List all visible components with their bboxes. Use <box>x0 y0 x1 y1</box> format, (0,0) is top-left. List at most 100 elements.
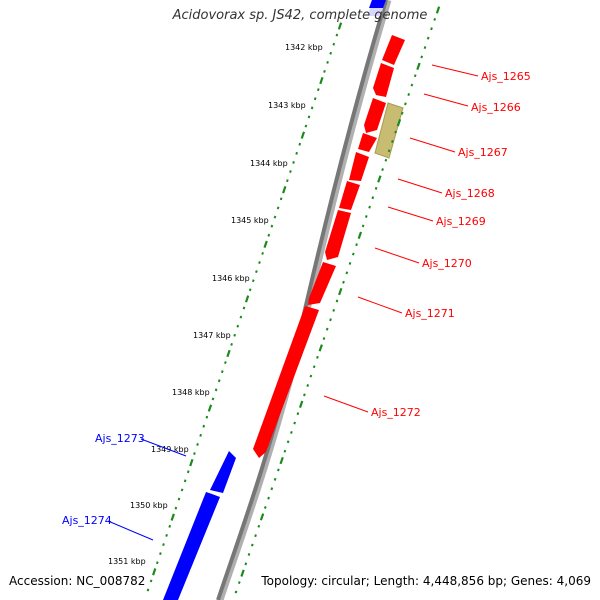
ruler-minor-tick <box>420 55 424 59</box>
ruler-minor-tick <box>298 142 302 146</box>
ruler-major-tick <box>318 344 323 352</box>
leader-Ajs_1270 <box>374 247 420 264</box>
gene-label-Ajs_1270: Ajs_1270 <box>422 257 472 270</box>
ruler-minor-tick <box>345 271 349 275</box>
ruler-major-tick <box>259 513 265 521</box>
ruler-minor-tick <box>193 452 196 455</box>
ruler-minor-tick <box>146 588 150 592</box>
ruler-minor-tick <box>407 93 411 96</box>
gene-label-Ajs_1267: Ajs_1267 <box>458 146 508 159</box>
ruler-minor-tick <box>381 168 384 172</box>
ruler-minor-tick <box>224 361 227 365</box>
feature-Ajs_1267 <box>374 102 404 159</box>
ruler-minor-tick <box>255 270 258 274</box>
ruler-major-tick <box>282 186 287 194</box>
gene-Ajs_1272 <box>253 306 319 458</box>
ruler-minor-tick <box>410 83 414 87</box>
ruler-minor-tick <box>335 33 339 37</box>
ruler-major-tick <box>435 6 441 14</box>
ruler-minor-tick <box>251 279 255 283</box>
blue-feature-top <box>369 0 386 8</box>
ruler-minor-tick <box>295 151 298 155</box>
ruler-minor-tick <box>286 179 289 183</box>
genome-summary: Topology: circular; Length: 4,448,856 bp… <box>261 574 591 588</box>
ruler-minor-tick <box>316 355 319 359</box>
ruler-minor-tick <box>230 342 233 346</box>
ruler-minor-tick <box>214 388 218 392</box>
ruler-minor-tick <box>236 324 240 328</box>
ruler-minor-tick <box>254 534 257 538</box>
backbone <box>216 0 388 600</box>
ruler-minor-tick <box>325 327 329 331</box>
ruler-minor-tick <box>276 206 280 210</box>
gene-label-Ajs_1272: Ajs_1272 <box>371 406 421 419</box>
ruler-minor-tick <box>211 397 215 401</box>
ruler-label: 1346 kbp <box>212 274 250 283</box>
ruler-label: 1348 kbp <box>172 388 210 397</box>
ruler-minor-tick <box>180 488 184 492</box>
ruler-minor-tick <box>433 17 437 21</box>
ruler-minor-tick <box>329 51 333 55</box>
leader-Ajs_1273 <box>140 438 187 457</box>
ruler-minor-tick <box>270 224 274 228</box>
ruler-major-tick <box>416 62 421 70</box>
genome-title: Acidovorax sp. JS42, complete genome <box>172 8 428 23</box>
ruler-minor-tick <box>371 196 375 200</box>
ruler-minor-tick <box>292 161 295 164</box>
ruler-major-tick <box>279 456 284 465</box>
ruler-minor-tick <box>174 506 178 510</box>
gene-label-Ajs_1274: Ajs_1274 <box>62 514 112 527</box>
ruler-major-tick <box>226 349 231 358</box>
ruler-minor-tick <box>342 280 345 284</box>
ruler-minor-tick <box>326 60 329 64</box>
ruler-minor-tick <box>177 497 181 501</box>
ruler-minor-tick <box>196 443 199 446</box>
ruler-minor-tick <box>183 479 187 483</box>
ruler-minor-tick <box>168 524 172 528</box>
ruler-minor-tick <box>293 421 296 425</box>
ruler-minor-tick <box>250 543 254 547</box>
gene-label-Ajs_1266: Ajs_1266 <box>471 101 521 114</box>
ruler-minor-tick <box>430 27 433 31</box>
ruler-label: 1345 kbp <box>231 216 269 225</box>
ruler-minor-tick <box>361 224 365 228</box>
gene-Ajs_1273 <box>210 451 236 493</box>
ruler-minor-tick <box>263 506 267 509</box>
ruler-minor-tick <box>307 115 311 119</box>
ruler-minor-tick <box>323 69 326 73</box>
ruler-minor-tick <box>199 433 202 437</box>
gene-Ajs_1274 <box>163 492 220 600</box>
ruler-minor-tick <box>374 186 378 190</box>
ruler-minor-tick <box>159 552 162 556</box>
ruler-minor-tick <box>202 424 206 428</box>
ruler-minor-tick <box>332 42 336 46</box>
gene-Ajs_1268 <box>349 152 369 181</box>
ruler-minor-tick <box>270 487 274 491</box>
gene-label-Ajs_1269: Ajs_1269 <box>436 215 486 228</box>
ruler-minor-tick <box>257 524 261 528</box>
gene-Ajs_1269 <box>325 210 351 260</box>
ruler-minor-tick <box>306 384 310 387</box>
gene-labels: Ajs_1265 Ajs_1266 Ajs_1267 Ajs_1268 Ajs_… <box>62 70 531 527</box>
ruler-minor-tick <box>242 306 246 310</box>
ruler-minor-tick <box>267 496 270 500</box>
ruler-major-tick <box>357 231 363 239</box>
ruler-minor-tick <box>303 393 306 397</box>
ruler-minor-tick <box>290 430 293 434</box>
gene-Ajs_1270 <box>308 262 336 305</box>
ruler-minor-tick <box>335 299 339 303</box>
ruler-minor-tick <box>149 579 153 583</box>
ruler-major-tick <box>240 569 245 577</box>
ruler-label: 1347 kbp <box>193 331 231 340</box>
ruler-major-tick <box>244 295 250 303</box>
ruler-minor-tick <box>186 470 190 474</box>
gene-label-Ajs_1271: Ajs_1271 <box>405 307 455 320</box>
ruler-minor-tick <box>258 261 261 265</box>
ruler-minor-tick <box>277 468 280 472</box>
leader-Ajs_1268 <box>397 178 443 194</box>
ruler-minor-tick <box>220 370 224 374</box>
ruler-minor-tick <box>423 46 427 50</box>
ruler-minor-tick <box>426 36 430 40</box>
